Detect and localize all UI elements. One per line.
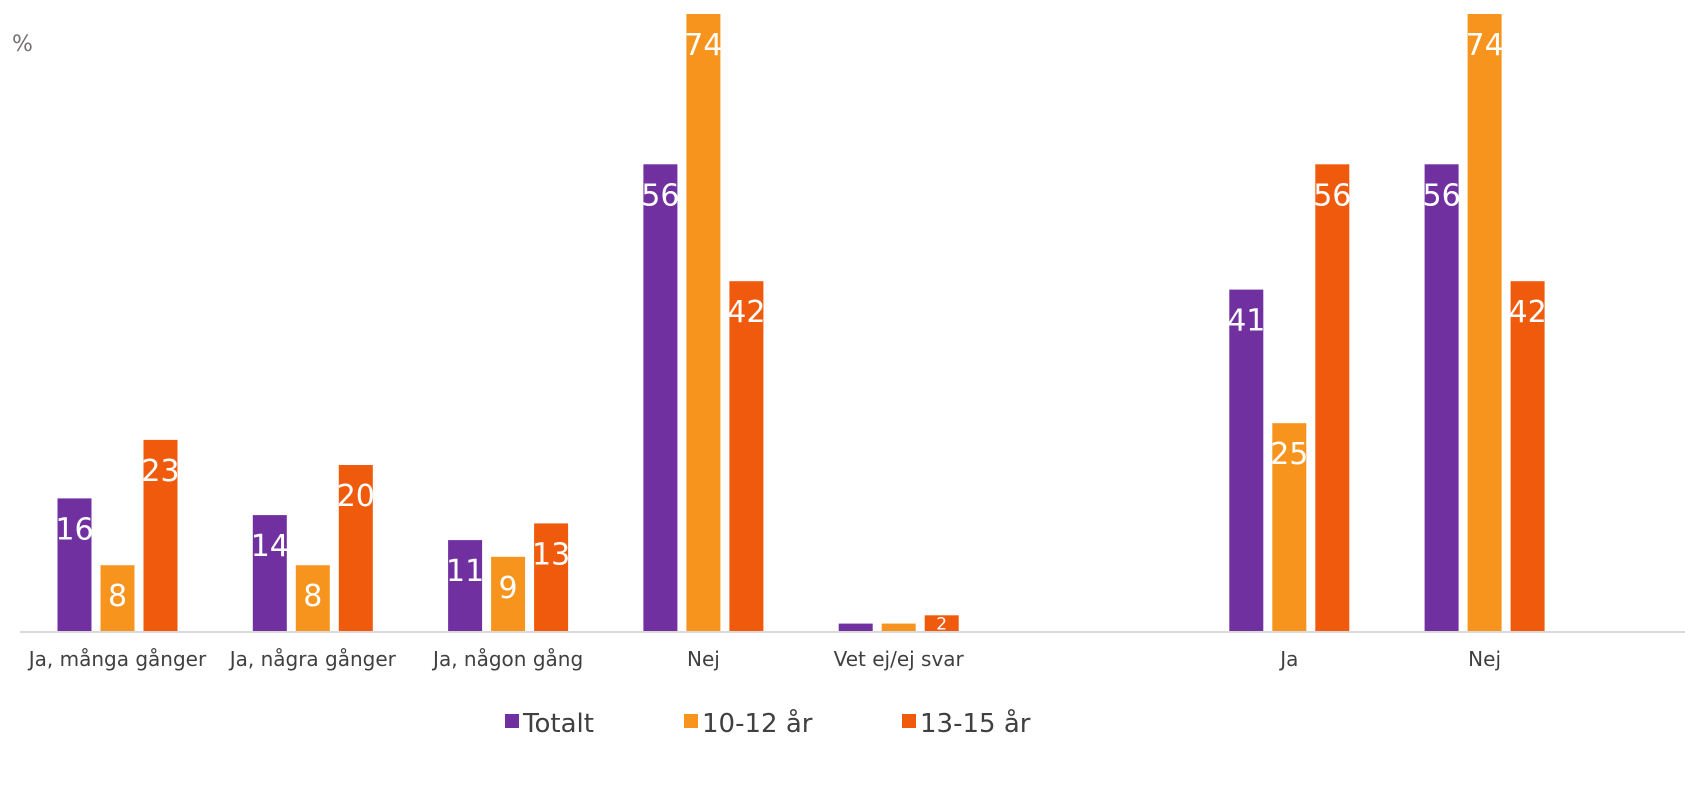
bar-13-15-r-1 — [338, 465, 373, 632]
legend-swatch — [902, 714, 916, 728]
data-label: 74 — [684, 28, 722, 63]
data-label: 8 — [303, 579, 322, 614]
bar-totalt-6 — [1229, 289, 1264, 632]
legend-swatch — [684, 714, 698, 728]
category-label: Ja, några gånger — [228, 647, 397, 671]
category-label: Ja, någon gång — [431, 647, 583, 671]
bar-10-12-r-0 — [100, 565, 135, 632]
bar-10-12-r-7 — [1467, 14, 1502, 632]
data-label: 42 — [1509, 295, 1547, 330]
data-label: 16 — [55, 512, 93, 547]
bar-totalt-1 — [252, 515, 287, 632]
category-label: Nej — [1468, 647, 1501, 671]
data-label: 42 — [727, 295, 765, 330]
bar-totalt-3 — [643, 164, 678, 633]
bar-13-15-r-7 — [1510, 281, 1545, 632]
data-label: 13 — [532, 537, 570, 572]
legend-swatch — [505, 714, 519, 728]
bar-10-12-r-4 — [881, 623, 916, 632]
data-label: 74 — [1466, 28, 1504, 63]
category-labels-group: Ja, många gånger Ja, några gånger Ja, någo… — [27, 647, 1501, 671]
data-label: 25 — [1270, 437, 1308, 472]
bar-10-12-r-2 — [491, 556, 526, 632]
legend-label: 13-15 år — [920, 708, 1031, 739]
data-label: 2 — [936, 614, 947, 634]
bar-totalt-2 — [448, 540, 483, 632]
data-label: 56 — [641, 178, 679, 213]
category-label: Ja, många gånger — [27, 647, 207, 671]
bar-13-15-r-6 — [1315, 164, 1350, 633]
data-labels-group: 16 8 23 14 8 20 11 9 13 56 74 42 2 41 25 56 56 74 42 — [55, 28, 1546, 634]
bar-13-15-r-2 — [534, 523, 569, 632]
data-label: 20 — [337, 479, 375, 514]
bar-13-15-r-3 — [729, 281, 764, 632]
category-label: Vet ej/ej svar — [834, 647, 965, 671]
y-axis-unit-label: % — [12, 32, 33, 57]
data-label: 11 — [446, 554, 484, 589]
data-label: 14 — [251, 529, 289, 564]
bar-10-12-r-3 — [686, 14, 721, 632]
bar-13-15-r-4 — [924, 615, 959, 632]
data-label: 23 — [141, 454, 179, 489]
data-label: 56 — [1423, 178, 1461, 213]
category-label: Nej — [687, 647, 720, 671]
data-label: 56 — [1313, 178, 1351, 213]
bar-totalt-7 — [1424, 164, 1459, 633]
bar-totalt-4 — [838, 623, 873, 632]
bar-13-15-r-0 — [143, 439, 178, 632]
data-label: 9 — [499, 571, 518, 606]
category-label: Ja — [1278, 647, 1298, 671]
legend-label: 10-12 år — [702, 708, 813, 739]
data-label: 41 — [1227, 304, 1265, 339]
legend: Totalt 10-12 år 13-15 år — [505, 708, 1031, 739]
bar-10-12-r-1 — [295, 565, 330, 632]
bar-10-12-r-6 — [1272, 423, 1307, 632]
bars-group — [57, 14, 1545, 633]
bar-totalt-0 — [57, 498, 92, 632]
data-label: 8 — [108, 579, 127, 614]
legend-label: Totalt — [522, 709, 594, 739]
